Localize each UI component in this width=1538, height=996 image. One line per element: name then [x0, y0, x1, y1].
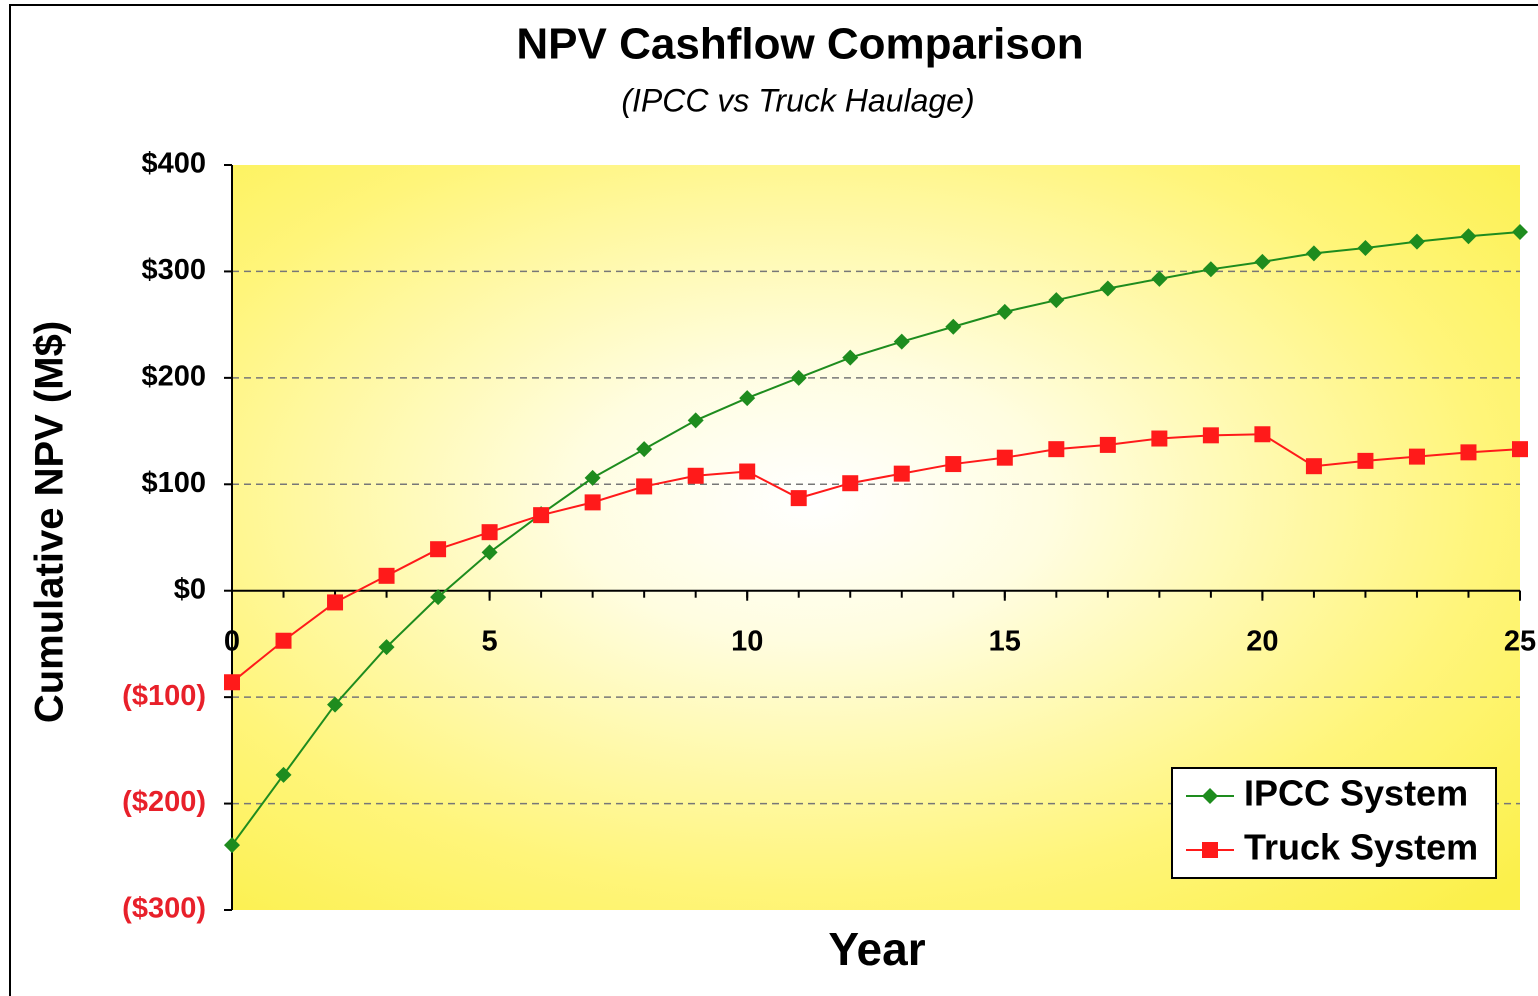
marker: [1512, 224, 1528, 241]
marker: [636, 441, 653, 458]
marker: [1408, 233, 1425, 250]
legend-label: Truck System: [1244, 827, 1478, 868]
marker: [327, 696, 344, 713]
y-tick-label: $200: [141, 361, 206, 393]
marker: [378, 567, 395, 584]
axes: ($300) ($200) ($100) $0 $100 $200 $300 $400 0 5 10…: [122, 148, 1536, 925]
marker: [430, 589, 447, 606]
marker: [1512, 441, 1528, 458]
marker: [481, 524, 498, 541]
marker: [739, 390, 756, 407]
marker: [842, 475, 859, 492]
marker: [739, 463, 756, 480]
x-tick-label: 20: [1246, 625, 1278, 657]
series-line: [231, 231, 1521, 846]
legend-box: [1171, 767, 1497, 879]
marker: [893, 465, 910, 482]
x-tick-label: 0: [224, 625, 240, 657]
marks: [224, 224, 1528, 854]
x-tick-label: 10: [731, 625, 763, 657]
marker: [481, 544, 498, 561]
marker: [893, 333, 910, 350]
marker: [996, 303, 1013, 320]
marker: [1357, 452, 1374, 469]
marker: [224, 837, 240, 854]
marker: [636, 478, 653, 495]
marker: [842, 349, 859, 366]
marker: [996, 449, 1013, 466]
marker: [687, 467, 704, 484]
marker: [1048, 441, 1065, 458]
y-tick-label: ($100): [122, 680, 206, 712]
marker: [1202, 842, 1218, 858]
marker: [327, 594, 344, 611]
marker: [1099, 280, 1116, 297]
marker: [430, 541, 447, 558]
marker: [224, 674, 240, 691]
x-tick-label: 25: [1504, 625, 1536, 657]
marker: [1408, 448, 1425, 465]
marker: [1460, 444, 1477, 461]
marker: [1305, 458, 1322, 475]
marker: [1151, 430, 1168, 447]
y-tick-label: $0: [174, 573, 206, 605]
chart-subtitle: (IPCC vs Truck Haulage): [621, 82, 974, 118]
x-tick-label: 15: [989, 625, 1021, 657]
marker: [1254, 253, 1271, 270]
marker: [1254, 426, 1271, 443]
marker: [945, 456, 962, 473]
marker: [790, 369, 807, 386]
marker: [533, 507, 550, 524]
legend-label: IPCC System: [1244, 773, 1468, 814]
x-axis-label: Year: [828, 923, 925, 975]
marker: [1202, 261, 1219, 278]
marker: [945, 318, 962, 335]
marker: [584, 494, 601, 511]
marker: [275, 766, 292, 783]
y-axis-label: Cumulative NPV (M$): [28, 321, 72, 723]
chart-title: NPV Cashflow Comparison: [516, 20, 1083, 69]
marker: [790, 490, 807, 507]
marker: [1357, 240, 1374, 257]
marker: [1202, 788, 1218, 804]
marker: [687, 412, 704, 429]
marker: [378, 639, 395, 656]
marker: [1202, 427, 1219, 444]
y-tick-label: ($200): [122, 786, 206, 818]
legend: IPCC System Truck System: [1171, 767, 1497, 879]
marker: [584, 469, 601, 486]
y-tick-label: $400: [141, 148, 206, 180]
marker: [1099, 436, 1116, 453]
marker: [1305, 245, 1322, 262]
series-line: [231, 433, 1521, 684]
marker: [1460, 228, 1477, 245]
x-tick-label: 5: [482, 625, 498, 657]
marker: [1151, 270, 1168, 287]
y-tick-label: $100: [141, 467, 206, 499]
marker: [1048, 292, 1065, 309]
y-tick-label: $300: [141, 254, 206, 286]
marker: [275, 632, 292, 649]
y-tick-label: ($300): [122, 893, 206, 925]
